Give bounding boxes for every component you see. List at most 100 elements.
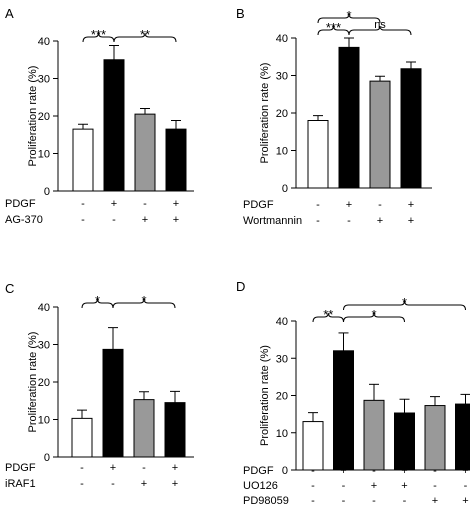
significance-label: ** (323, 307, 333, 322)
significance-label: * (346, 8, 351, 23)
y-tick-label: 40 (276, 316, 288, 328)
significance-label: ns (374, 19, 386, 31)
treatment-mark: + (340, 465, 346, 477)
treatment-mark: + (401, 465, 407, 477)
y-tick-label: 10 (276, 146, 288, 158)
treatment-mark: + (110, 462, 116, 474)
treatment-mark: + (377, 215, 383, 227)
y-tick-label: 40 (276, 33, 288, 45)
bar (455, 403, 470, 471)
significance-bracket (312, 312, 344, 323)
panel-letter: B (236, 6, 245, 21)
treatment-mark: - (80, 478, 84, 490)
significance-label: * (402, 295, 407, 310)
y-tick-label: 10 (38, 415, 50, 427)
y-tick-label: 0 (282, 183, 288, 195)
significance-label: * (371, 307, 376, 322)
panel-letter: A (5, 6, 14, 21)
bar (369, 80, 391, 189)
bar (102, 348, 124, 458)
treatment-mark: - (142, 462, 146, 474)
panel-a: A 0 10 20 30 40 Proliferation rate (%) PDGF - + - +… (5, 6, 194, 226)
bar (400, 68, 422, 189)
y-tick-label: 0 (44, 186, 50, 198)
y-tick-label: 20 (276, 391, 288, 403)
significance-label: *** (91, 27, 106, 42)
bar (424, 405, 446, 471)
treatment-mark: - (342, 480, 346, 492)
treatment-mark: - (403, 495, 407, 507)
treatment-label: UO126 (243, 480, 278, 492)
y-axis-label: Proliferation rate (%) (27, 332, 39, 433)
treatment-mark: - (372, 465, 376, 477)
bar (338, 46, 360, 189)
panel-b: B 0 10 20 30 40 Proliferation rate (%) PDGF - + - +… (236, 6, 432, 227)
y-tick-label: 30 (276, 71, 288, 83)
bar (134, 113, 156, 192)
panel-d: D 0 10 20 30 40 Proliferation rate (%) PDGF - + - +… (236, 279, 470, 507)
y-tick-label: 10 (38, 149, 50, 161)
treatment-mark: - (311, 480, 315, 492)
y-tick-label: 10 (276, 428, 288, 440)
significance-label: *** (326, 20, 341, 35)
significance-bracket (343, 312, 405, 323)
treatment-mark: - (81, 198, 85, 210)
treatment-mark: - (372, 495, 376, 507)
y-tick-label: 20 (38, 377, 50, 389)
treatment-mark: + (142, 214, 148, 226)
treatment-mark: - (311, 495, 315, 507)
treatment-mark: + (141, 478, 147, 490)
significance-label: * (95, 293, 100, 308)
y-tick-label: 30 (276, 353, 288, 365)
treatment-mark: + (408, 215, 414, 227)
treatment-label: AG-370 (5, 214, 43, 226)
significance-bracket (113, 32, 177, 43)
treatment-mark: - (112, 214, 116, 226)
treatment-mark: + (432, 495, 438, 507)
treatment-mark: + (371, 480, 377, 492)
treatment-mark: + (172, 478, 178, 490)
treatment-label: PD98059 (243, 495, 289, 507)
significance-bracket (317, 13, 381, 24)
bar (165, 128, 187, 192)
panel-c: C 0 10 20 30 40 Proliferation rate (%) PDGF - + - +… (5, 281, 194, 490)
significance-bracket (348, 25, 412, 36)
panel-letter: D (236, 279, 245, 294)
treatment-mark: - (378, 199, 382, 211)
y-tick-label: 30 (38, 340, 50, 352)
treatment-label: PDGF (5, 198, 36, 210)
y-tick-label: 20 (38, 111, 50, 123)
bar (363, 399, 385, 471)
treatment-mark: - (316, 215, 320, 227)
treatment-mark: + (111, 198, 117, 210)
treatment-mark: - (80, 462, 84, 474)
treatment-mark: - (433, 480, 437, 492)
treatment-label: PDGF (243, 465, 274, 477)
y-tick-label: 0 (44, 452, 50, 464)
bar (71, 417, 93, 458)
y-tick-label: 20 (276, 108, 288, 120)
bar (103, 59, 125, 192)
bar (164, 402, 186, 458)
treatment-mark: - (311, 465, 315, 477)
treatment-mark: - (316, 199, 320, 211)
significance-bracket (81, 298, 114, 309)
bar (302, 421, 324, 471)
treatment-mark: - (143, 198, 147, 210)
y-tick-label: 0 (282, 465, 288, 477)
y-tick-label: 40 (38, 36, 50, 48)
significance-label: * (141, 293, 146, 308)
significance-bracket (343, 300, 466, 311)
y-axis-label: Proliferation rate (%) (259, 345, 271, 446)
significance-label: ** (140, 27, 150, 42)
y-tick-label: 30 (38, 74, 50, 86)
treatment-label: PDGF (243, 199, 274, 211)
bar (394, 412, 415, 471)
treatment-mark: - (433, 465, 437, 477)
treatment-mark: - (342, 495, 346, 507)
treatment-mark: - (347, 215, 351, 227)
significance-bracket (112, 298, 176, 309)
bar (333, 350, 354, 471)
treatment-label: PDGF (5, 462, 36, 474)
treatment-mark: - (111, 478, 115, 490)
